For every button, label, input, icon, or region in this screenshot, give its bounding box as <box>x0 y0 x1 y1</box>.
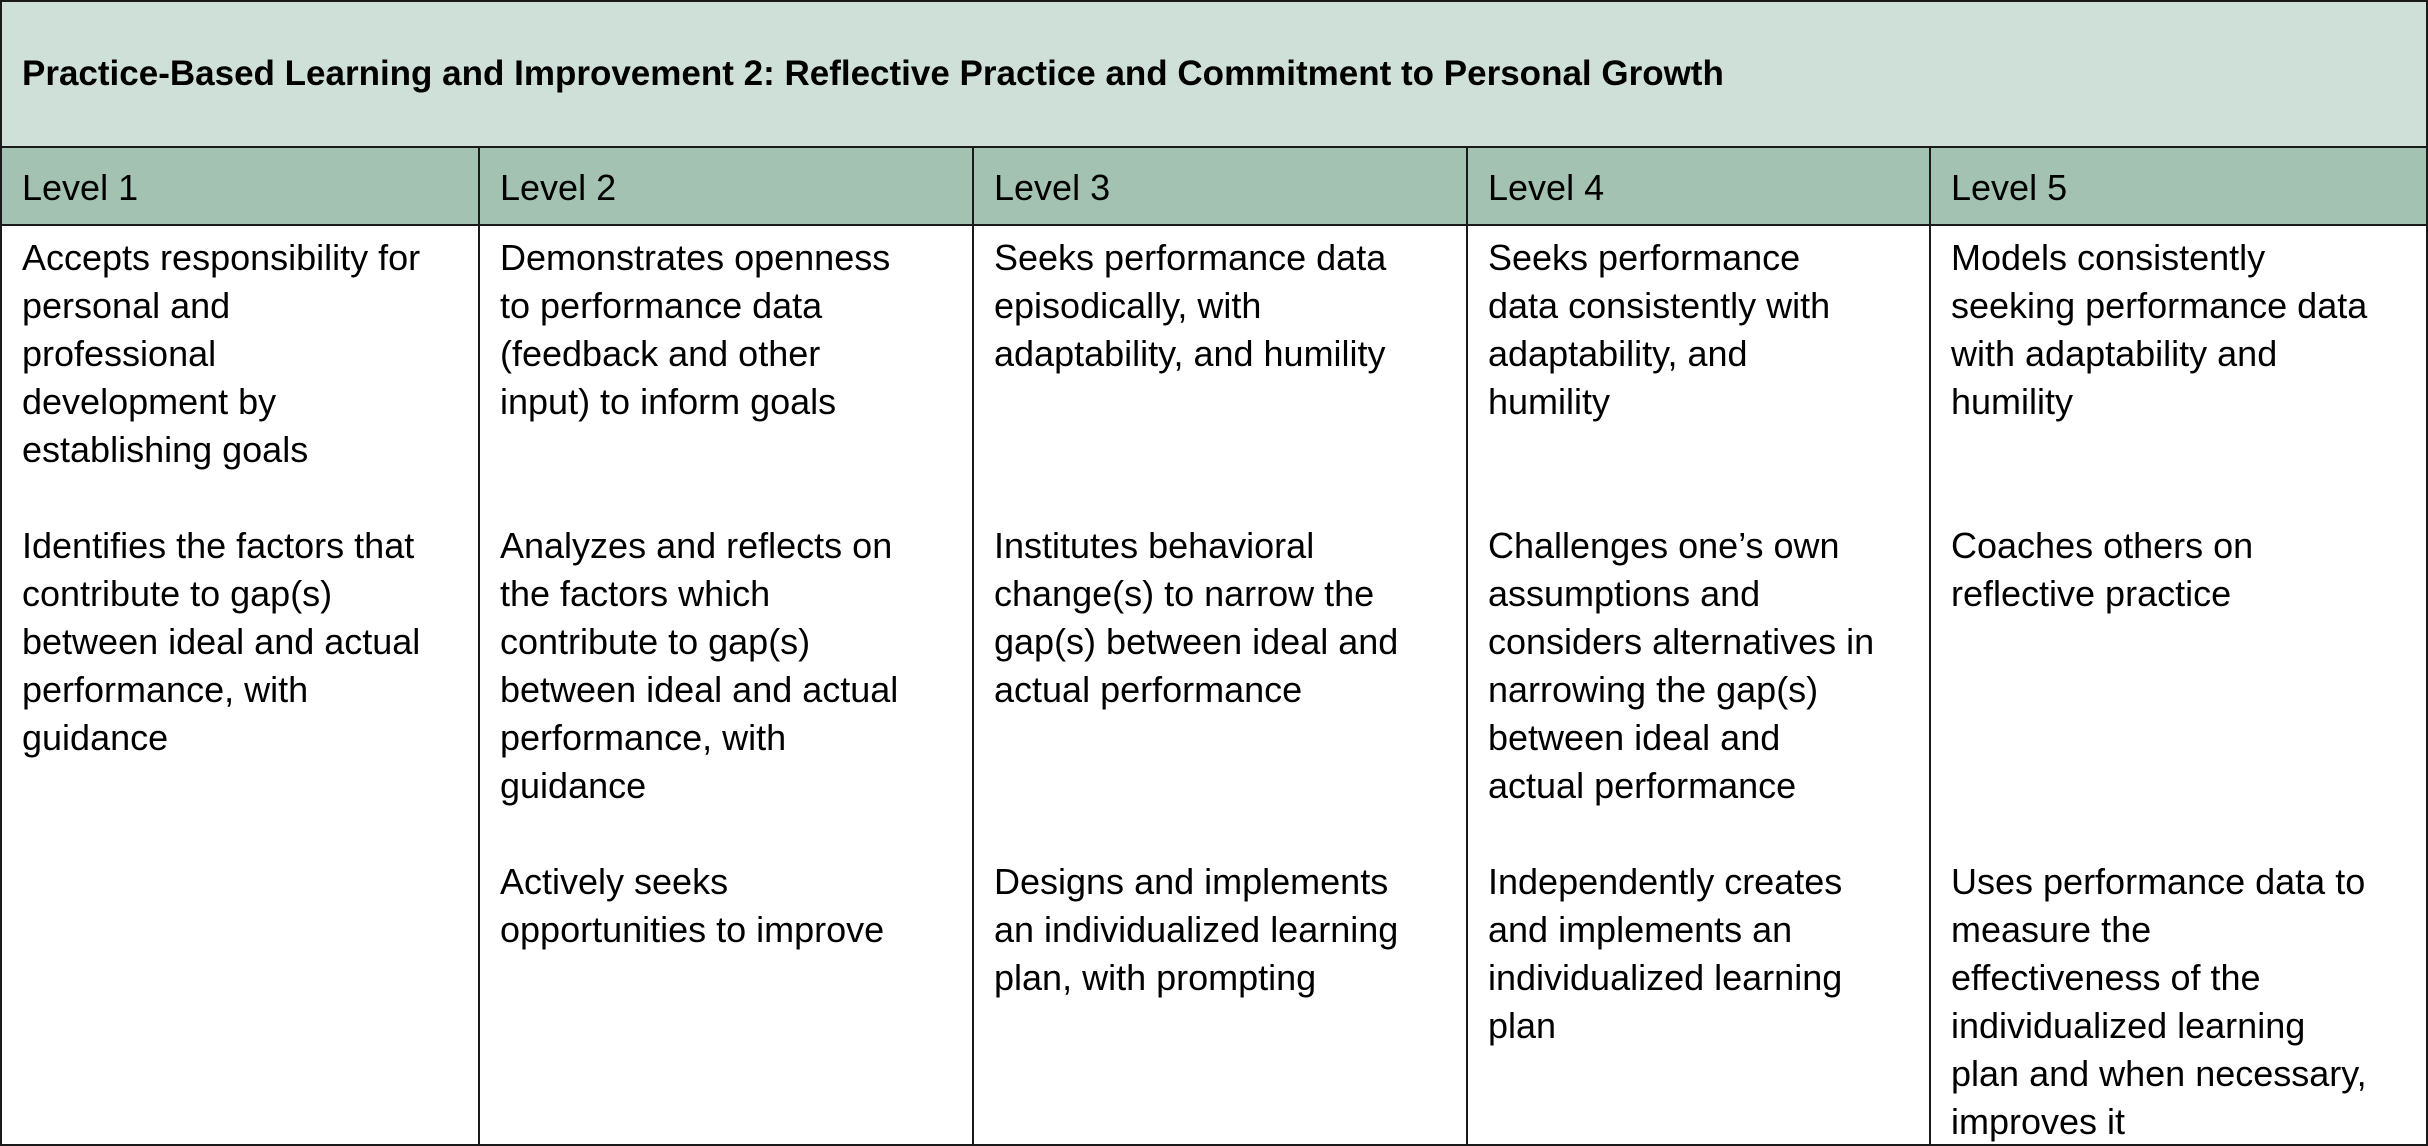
milestone-line: plan, with prompting <box>994 957 1317 998</box>
milestone-line: Designs and implements <box>994 861 1389 902</box>
milestone-line: personal and <box>22 285 231 326</box>
milestone-line: guidance <box>22 717 169 758</box>
milestone-line: with adaptability and <box>1951 333 2278 374</box>
milestone-line: plan <box>1488 1005 1557 1046</box>
milestone-line: performance, with <box>500 717 787 758</box>
milestone-line: adaptability, and <box>1488 333 1748 374</box>
milestone-line: to performance data <box>500 285 823 326</box>
milestone-item: Designs and implements an individualized … <box>994 858 1460 1002</box>
milestone-line: Accepts responsibility for <box>22 237 421 278</box>
milestone-item: Seeks performance data episodically, with… <box>994 234 1460 378</box>
milestone-line: considers alternatives in <box>1488 621 1875 662</box>
milestone-line: between ideal and actual <box>500 669 899 710</box>
milestone-line: and implements an <box>1488 909 1793 950</box>
page-title: Practice-Based Learning and Improvement … <box>22 54 1724 93</box>
milestone-line: adaptability, and humility <box>994 333 1386 374</box>
milestone-line: actual performance <box>994 669 1303 710</box>
milestone-item: Institutes behavioral change(s) to narrow… <box>994 522 1460 714</box>
milestone-line: narrowing the gap(s) <box>1488 669 1819 710</box>
milestone-item: Models consistently seeking performance d… <box>1951 234 2420 426</box>
milestone-line: Demonstrates openness <box>500 237 891 278</box>
milestone-item: Demonstrates openness to performance data… <box>500 234 966 426</box>
milestone-line: Uses performance data to <box>1951 861 2366 902</box>
milestone-line: Independently creates <box>1488 861 1843 902</box>
milestone-line: Seeks performance data <box>994 237 1387 278</box>
milestone-line: Challenges one’s own <box>1488 525 1840 566</box>
milestone-line: seeking performance data <box>1951 285 2368 326</box>
milestone-line: Models consistently <box>1951 237 2266 278</box>
milestone-item: Accepts responsibility for personal and pr… <box>22 234 472 474</box>
milestone-line: professional <box>22 333 217 374</box>
milestone-item: Seeks performance data consistently with a… <box>1488 234 1923 426</box>
milestone-line: contribute to gap(s) <box>22 573 333 614</box>
milestone-line: contribute to gap(s) <box>500 621 811 662</box>
milestone-item: Independently creates and implements an in… <box>1488 858 1923 1050</box>
level-4-cell: Seeks performance data consistently with a… <box>1468 226 1931 1144</box>
milestone-item: Actively seeks opportunities to improve <box>500 858 966 954</box>
title-row: Practice-Based Learning and Improvement … <box>2 2 2426 148</box>
milestone-line: reflective practice <box>1951 573 2232 614</box>
level-header-1: Level 1 <box>2 148 480 226</box>
milestone-line: performance, with <box>22 669 309 710</box>
milestone-line: assumptions and <box>1488 573 1761 614</box>
level-2-cell: Demonstrates openness to performance data… <box>480 226 974 1144</box>
milestone-line: Coaches others on <box>1951 525 2254 566</box>
milestone-line: change(s) to narrow the <box>994 573 1375 614</box>
milestone-line: plan and when necessary, <box>1951 1053 2367 1094</box>
milestone-line: individualized learning <box>1488 957 1843 998</box>
milestone-line: improves it <box>1951 1101 2126 1142</box>
levels-grid: Level 1 Level 2 Level 3 Level 4 Level 5 Accep… <box>2 148 2426 1144</box>
milestone-line: episodically, with <box>994 285 1262 326</box>
milestone-line: actual performance <box>1488 765 1797 806</box>
milestone-line: individualized learning <box>1951 1005 2306 1046</box>
milestone-line: guidance <box>500 765 647 806</box>
milestone-line: (feedback and other <box>500 333 821 374</box>
milestone-line: measure the <box>1951 909 2152 950</box>
milestone-item: Uses performance data to measure the effec… <box>1951 858 2420 1144</box>
milestone-line: development by <box>22 381 277 422</box>
milestone-line: effectiveness of the <box>1951 957 2261 998</box>
milestone-line: between ideal and actual <box>22 621 421 662</box>
level-1-cell: Accepts responsibility for personal and pr… <box>2 226 480 1144</box>
milestone-line: Analyzes and reflects on <box>500 525 893 566</box>
milestone-line: establishing goals <box>22 429 309 470</box>
milestone-line: opportunities to improve <box>500 909 885 950</box>
milestone-line: Actively seeks <box>500 861 729 902</box>
milestone-line: humility <box>1951 381 2074 422</box>
milestone-line: the factors which <box>500 573 771 614</box>
level-header-4: Level 4 <box>1468 148 1931 226</box>
milestone-line: input) to inform goals <box>500 381 837 422</box>
milestone-item: Coaches others on reflective practice <box>1951 522 2420 618</box>
milestone-line: Seeks performance <box>1488 237 1801 278</box>
level-header-2: Level 2 <box>480 148 974 226</box>
milestone-line: an individualized learning <box>994 909 1399 950</box>
milestone-line: Institutes behavioral <box>994 525 1315 566</box>
level-5-cell: Models consistently seeking performance d… <box>1931 226 2426 1144</box>
level-header-3: Level 3 <box>974 148 1468 226</box>
milestone-line: gap(s) between ideal and <box>994 621 1399 662</box>
milestone-line: Identifies the factors that <box>22 525 415 566</box>
milestone-line: data consistently with <box>1488 285 1831 326</box>
milestone-item: Identifies the factors that contribute to… <box>22 522 472 762</box>
level-header-5: Level 5 <box>1931 148 2426 226</box>
milestone-item: Challenges one’s own assumptions and consi… <box>1488 522 1923 810</box>
level-3-cell: Seeks performance data episodically, with… <box>974 226 1468 1144</box>
milestone-line: between ideal and <box>1488 717 1781 758</box>
milestone-item: Analyzes and reflects on the factors whic… <box>500 522 966 810</box>
milestone-line: humility <box>1488 381 1611 422</box>
